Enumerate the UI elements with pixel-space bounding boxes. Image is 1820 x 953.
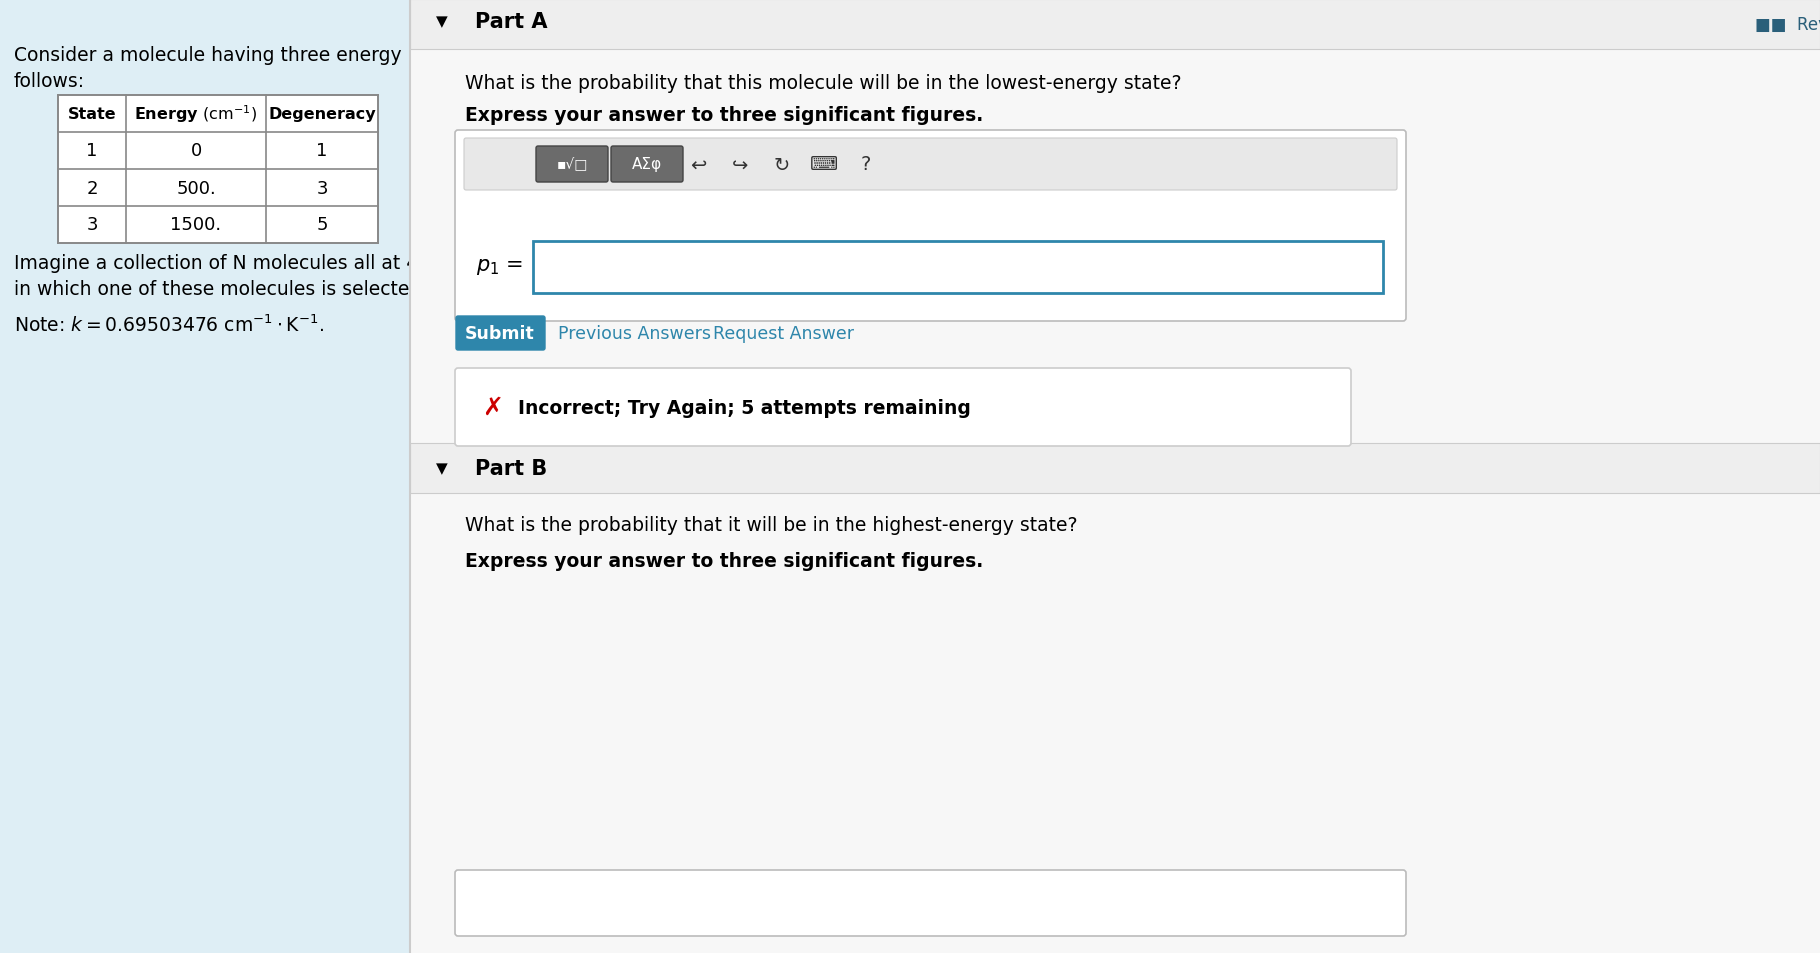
Text: ↪: ↪ bbox=[732, 155, 748, 174]
Text: 3: 3 bbox=[317, 179, 328, 197]
Text: State: State bbox=[67, 107, 116, 122]
Text: 2: 2 bbox=[86, 179, 98, 197]
Text: 3: 3 bbox=[86, 216, 98, 234]
Text: What is the probability that it will be in the highest-energy state?: What is the probability that it will be … bbox=[464, 516, 1077, 535]
Text: What is the probability that this molecule will be in the lowest-energy state?: What is the probability that this molecu… bbox=[464, 74, 1181, 92]
Text: $p_1$ =: $p_1$ = bbox=[477, 256, 522, 276]
FancyBboxPatch shape bbox=[457, 316, 544, 351]
Text: 0: 0 bbox=[191, 142, 202, 160]
Text: ↩: ↩ bbox=[690, 155, 706, 174]
Text: in which one of these molecules is selected.: in which one of these molecules is selec… bbox=[15, 280, 428, 298]
FancyBboxPatch shape bbox=[537, 147, 608, 183]
Text: Energy $(\rm cm^{-1})$: Energy $(\rm cm^{-1})$ bbox=[135, 104, 258, 125]
Text: ✗: ✗ bbox=[482, 395, 504, 419]
Text: ▪√□: ▪√□ bbox=[557, 158, 588, 172]
FancyBboxPatch shape bbox=[410, 0, 1820, 50]
Text: ▼: ▼ bbox=[437, 461, 448, 476]
FancyBboxPatch shape bbox=[58, 96, 379, 244]
Text: follows:: follows: bbox=[15, 71, 86, 91]
Text: ?: ? bbox=[861, 155, 872, 174]
Text: AΣφ: AΣφ bbox=[632, 157, 662, 172]
Text: ▼: ▼ bbox=[437, 14, 448, 30]
FancyBboxPatch shape bbox=[0, 0, 410, 953]
Text: ■■  Review | Co: ■■ Review | Co bbox=[1754, 16, 1820, 34]
FancyBboxPatch shape bbox=[410, 0, 1820, 953]
FancyBboxPatch shape bbox=[533, 242, 1383, 294]
FancyBboxPatch shape bbox=[464, 139, 1398, 191]
FancyBboxPatch shape bbox=[455, 131, 1407, 322]
Text: Consider a molecule having three energy levels as: Consider a molecule having three energy … bbox=[15, 46, 490, 65]
Text: 1500.: 1500. bbox=[171, 216, 222, 234]
FancyBboxPatch shape bbox=[410, 443, 1820, 494]
Text: Submit: Submit bbox=[466, 325, 535, 343]
Text: Previous Answers: Previous Answers bbox=[559, 325, 712, 343]
Text: ⌨: ⌨ bbox=[810, 155, 837, 174]
Text: Request Answer: Request Answer bbox=[713, 325, 854, 343]
Text: 5: 5 bbox=[317, 216, 328, 234]
FancyBboxPatch shape bbox=[612, 147, 682, 183]
Text: Note: $k = 0.69503476\ \rm cm^{-1} \cdot K^{-1}$.: Note: $k = 0.69503476\ \rm cm^{-1} \cdot… bbox=[15, 314, 324, 335]
Text: Degeneracy: Degeneracy bbox=[268, 107, 375, 122]
Text: 1: 1 bbox=[317, 142, 328, 160]
Text: Express your answer to three significant figures.: Express your answer to three significant… bbox=[464, 552, 983, 571]
FancyBboxPatch shape bbox=[455, 870, 1407, 936]
Text: Incorrect; Try Again; 5 attempts remaining: Incorrect; Try Again; 5 attempts remaini… bbox=[519, 398, 970, 417]
FancyBboxPatch shape bbox=[410, 494, 1820, 953]
FancyBboxPatch shape bbox=[410, 50, 1820, 443]
Text: Express your answer to three significant figures.: Express your answer to three significant… bbox=[464, 106, 983, 125]
Text: Part B: Part B bbox=[475, 458, 548, 478]
Text: Part A: Part A bbox=[475, 12, 548, 32]
Text: ↻: ↻ bbox=[774, 155, 790, 174]
Text: 1: 1 bbox=[86, 142, 98, 160]
Text: Imagine a collection of N molecules all at 400. K: Imagine a collection of N molecules all … bbox=[15, 253, 466, 273]
Text: 500.: 500. bbox=[177, 179, 217, 197]
FancyBboxPatch shape bbox=[455, 369, 1350, 447]
